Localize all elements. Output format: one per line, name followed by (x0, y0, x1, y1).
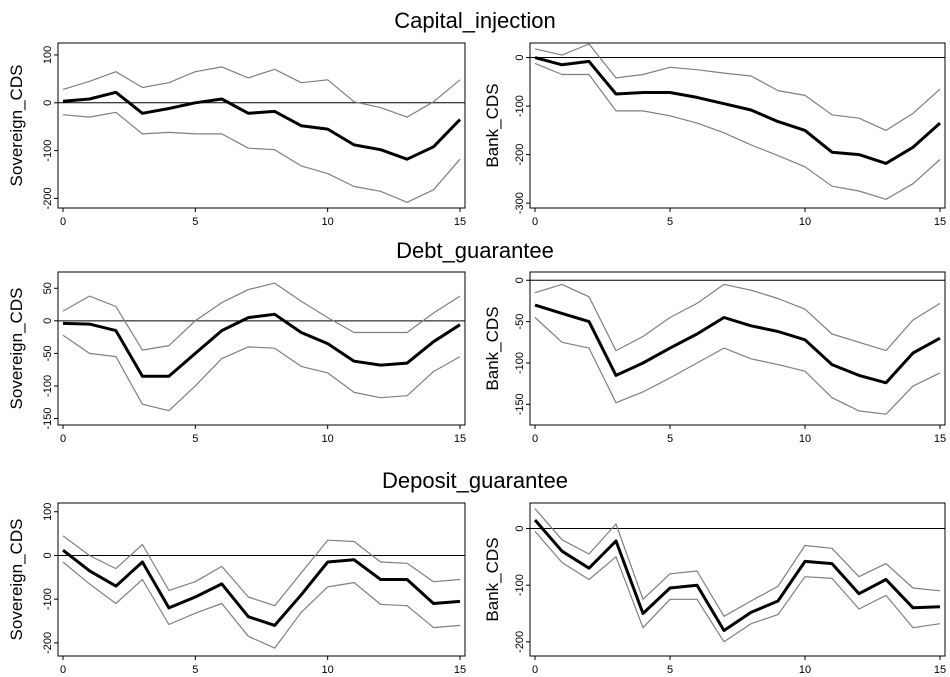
x-tick-label: 10 (322, 433, 334, 445)
x-tick-label: 0 (60, 216, 66, 228)
y-axis-label: Sovereign_CDS (7, 65, 26, 187)
chart-title: Deposit_guarantee (382, 468, 568, 493)
y-tick-label: -100 (42, 140, 54, 162)
y-tick-label: -100 (42, 588, 54, 610)
panel-1-1: -150 -100 -50 0 0 5 10 15 Bank_CDS (483, 271, 946, 445)
y-tick-label: -150 (514, 393, 526, 415)
series-line-upper-band (62, 535, 461, 607)
series-line-upper-band (534, 283, 941, 352)
y-tick-label: -50 (514, 314, 526, 330)
y-tick-label: 0 (514, 525, 526, 531)
series-line-upper-band (534, 508, 941, 617)
x-tick-label: 5 (192, 664, 198, 676)
y-tick-label: -50 (42, 345, 54, 361)
y-axis-label: Bank_CDS (483, 306, 502, 390)
y-tick-label: -100 (42, 375, 54, 397)
y-tick-label: -150 (42, 407, 54, 429)
x-tick-label: 5 (667, 216, 673, 228)
plot-frame (529, 271, 946, 426)
y-tick-label: 50 (42, 282, 54, 294)
y-tick-label: -200 (42, 187, 54, 209)
x-tick-label: 10 (799, 216, 811, 228)
series-line-estimate (534, 303, 941, 385)
series-line-lower-band (534, 530, 941, 643)
panel-2-1: -200 -100 0 0 5 10 15 Bank_CDS (483, 502, 946, 676)
x-tick-label: 15 (454, 433, 466, 445)
panel-2-0: -200 -100 0 100 0 5 10 15 Sovereign_CDS (7, 502, 466, 676)
series-line-lower-band (62, 334, 461, 412)
y-tick-label: 0 (42, 100, 54, 106)
y-tick-label: -100 (514, 574, 526, 596)
x-tick-label: 10 (799, 433, 811, 445)
x-tick-label: 0 (532, 664, 538, 676)
chart-title: Capital_injection (394, 8, 555, 33)
y-tick-label: 0 (514, 54, 526, 60)
x-tick-label: 10 (322, 664, 334, 676)
x-tick-label: 10 (799, 664, 811, 676)
x-tick-label: 15 (934, 216, 946, 228)
series-line-lower-band (62, 561, 461, 649)
x-tick-label: 5 (192, 216, 198, 228)
y-tick-label: 100 (42, 503, 54, 521)
series-line-estimate (62, 90, 462, 161)
plot-frame (57, 42, 466, 209)
x-tick-label: 15 (934, 664, 946, 676)
series-line-upper-band (62, 66, 461, 118)
series-line-lower-band (534, 62, 941, 200)
x-tick-label: 5 (192, 433, 198, 445)
x-tick-label: 5 (667, 433, 673, 445)
panel-1-0: -150 -100 -50 0 50 0 5 10 15 Sovereign_CDS (7, 271, 466, 445)
x-tick-label: 0 (60, 433, 66, 445)
y-axis-label: Bank_CDS (483, 537, 502, 621)
series-line-estimate (62, 312, 461, 378)
plot-frame (529, 42, 946, 209)
y-tick-label: -100 (514, 352, 526, 374)
y-tick-label: 0 (514, 277, 526, 283)
plot-frame (57, 271, 466, 426)
x-tick-label: 0 (532, 433, 538, 445)
x-tick-label: 0 (60, 664, 66, 676)
y-tick-label: -300 (514, 192, 526, 214)
series-line-estimate (533, 519, 941, 632)
y-tick-label: -200 (514, 631, 526, 653)
series-line-estimate (62, 549, 461, 627)
y-tick-label: -200 (42, 632, 54, 654)
series-line-lower-band (534, 317, 941, 415)
chart-title: Debt_guarantee (396, 238, 554, 263)
x-tick-label: 0 (532, 216, 538, 228)
y-tick-label: 0 (42, 552, 54, 558)
x-tick-label: 10 (322, 216, 334, 228)
series-line-estimate (534, 56, 942, 165)
y-tick-label: -100 (514, 95, 526, 117)
plot-frame (57, 502, 466, 657)
y-tick-label: -200 (514, 144, 526, 166)
x-tick-label: 15 (454, 664, 466, 676)
plot-frame (529, 502, 946, 657)
panel-0-1: -300 -200 -100 0 0 5 10 15 Bank_CDS (483, 42, 946, 228)
x-tick-label: 5 (667, 664, 673, 676)
y-axis-label: Sovereign_CDS (7, 288, 26, 410)
x-tick-label: 15 (934, 433, 946, 445)
x-tick-label: 15 (454, 216, 466, 228)
panel-0-0: -200 -100 0 100 0 5 10 15 Sovereign_CDS (7, 42, 466, 228)
y-axis-label: Bank_CDS (483, 83, 502, 167)
series-line-lower-band (62, 111, 461, 203)
y-tick-label: 100 (42, 46, 54, 64)
y-axis-label: Sovereign_CDS (7, 519, 26, 641)
series-line-upper-band (534, 43, 941, 131)
series-line-upper-band (62, 282, 461, 351)
y-tick-label: 0 (42, 318, 54, 324)
